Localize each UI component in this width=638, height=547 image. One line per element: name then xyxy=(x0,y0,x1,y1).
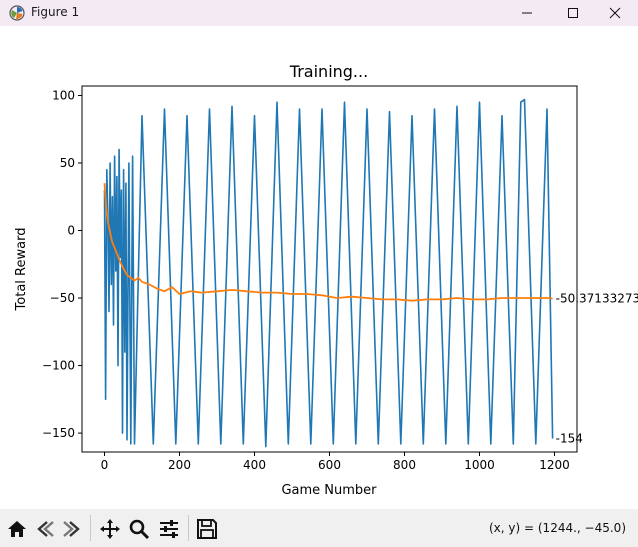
save-icon xyxy=(197,519,217,539)
close-icon xyxy=(609,7,621,19)
navigation-toolbar: (x, y) = (1244., −45.0) xyxy=(0,509,638,547)
close-button[interactable] xyxy=(592,0,638,26)
zoom-icon xyxy=(129,519,150,540)
window-titlebar[interactable]: Figure 1 xyxy=(0,0,638,26)
x-tick-label: 400 xyxy=(243,458,266,472)
home-button[interactable] xyxy=(5,517,29,541)
y-tick-label: −50 xyxy=(50,291,75,305)
minimize-icon xyxy=(522,12,532,14)
y-tick-label: 100 xyxy=(52,88,75,102)
forward-icon xyxy=(63,521,80,537)
matplotlib-figure-icon xyxy=(9,5,25,21)
back-button[interactable] xyxy=(33,517,57,541)
x-tick-label: 1200 xyxy=(539,458,570,472)
toolbar-separator xyxy=(188,515,189,541)
maximize-button[interactable] xyxy=(550,0,596,26)
series-line-2 xyxy=(103,183,553,302)
data-annotation: -154 xyxy=(556,431,583,445)
cursor-coordinates: (x, y) = (1244., −45.0) xyxy=(489,521,626,535)
pan-icon xyxy=(100,519,120,539)
zoom-button[interactable] xyxy=(127,517,151,541)
minimize-button[interactable] xyxy=(504,0,550,26)
x-tick-label: 200 xyxy=(168,458,191,472)
y-tick-label: −150 xyxy=(42,426,75,440)
x-tick-label: 1000 xyxy=(464,458,495,472)
y-tick-label: 0 xyxy=(67,224,75,238)
save-button[interactable] xyxy=(195,517,219,541)
configure-subplots-button[interactable] xyxy=(157,517,181,541)
y-tick-label: −100 xyxy=(42,359,75,373)
home-icon xyxy=(8,521,26,537)
x-axis-label: Game Number xyxy=(281,483,377,498)
y-axis-label: Total Reward xyxy=(14,228,29,312)
x-tick-label: 0 xyxy=(101,458,109,472)
window-title: Figure 1 xyxy=(31,5,80,19)
chart-title: Training... xyxy=(289,62,368,81)
series-line-1 xyxy=(103,98,554,448)
figure-canvas[interactable]: Training... 0 200 400 600 800 1000 1200 100 50 0… xyxy=(0,26,638,509)
maximize-icon xyxy=(568,8,578,18)
training-chart: Training... 0 200 400 600 800 1000 1200 100 50 0… xyxy=(14,62,638,498)
back-icon xyxy=(37,521,54,537)
pan-button[interactable] xyxy=(98,517,122,541)
x-tick-label: 600 xyxy=(318,458,341,472)
toolbar-separator xyxy=(90,515,91,541)
y-tick-label: 50 xyxy=(60,156,75,170)
data-annotation: -50.37133273 xyxy=(556,292,638,306)
forward-button[interactable] xyxy=(60,517,84,541)
configure-subplots-icon xyxy=(160,520,178,538)
x-tick-label: 800 xyxy=(393,458,416,472)
